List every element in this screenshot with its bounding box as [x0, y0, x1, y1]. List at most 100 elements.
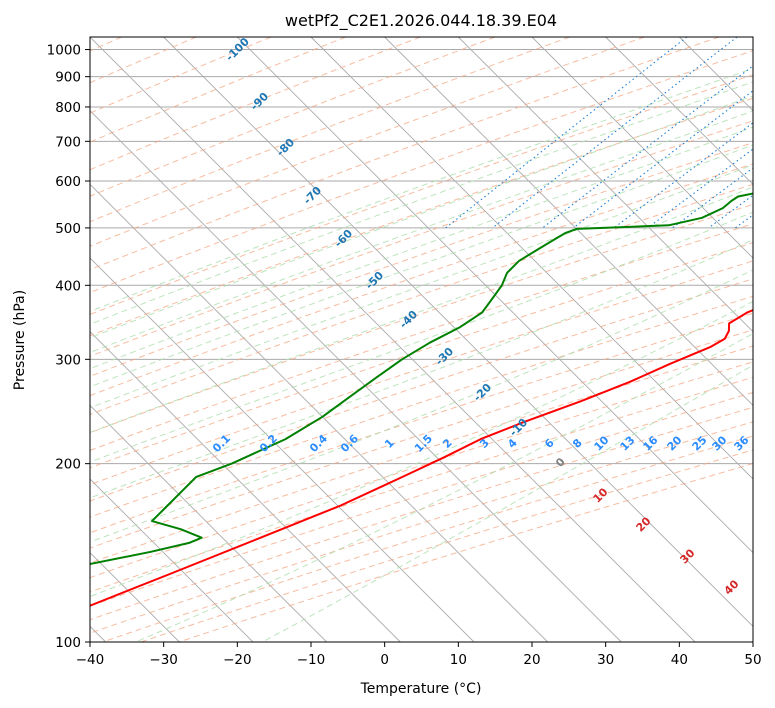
isotherm-line	[531, 37, 753, 259]
dry-adiabat-line	[90, 37, 421, 171]
isotherm-line	[605, 37, 753, 185]
x-axis: −40 −30 −20 −10 0 10 20 30 40 50	[76, 642, 762, 668]
mixing-ratio-label: 0.1	[210, 432, 233, 455]
mixing-ratio-label: 30	[710, 433, 730, 453]
moist-adiabat-line	[90, 239, 753, 499]
moist-adiabat-line	[90, 110, 753, 354]
moist-adiabat-line	[135, 333, 753, 642]
moist-adiabat-label: 10	[591, 485, 611, 505]
mixing-ratio-label: 2	[440, 436, 455, 451]
x-tick-label: −30	[149, 652, 178, 668]
y-tick-label: 500	[55, 221, 81, 237]
moist-adiabat-line	[90, 269, 753, 543]
y-tick-label: 1000	[47, 43, 81, 59]
y-tick-label: 100	[55, 635, 81, 651]
dry-adiabat-line	[90, 37, 346, 143]
y-tick-label: 200	[55, 457, 81, 473]
mixing-ratio-label: 20	[665, 433, 685, 453]
moist-adiabat-line	[262, 364, 753, 642]
mixing-ratio-line	[672, 167, 753, 229]
dry-adiabat-line	[90, 345, 753, 564]
dry-adiabat-label: -30	[433, 345, 456, 368]
dry-adiabat-line	[90, 120, 753, 357]
mixing-ratio-lines	[445, 37, 753, 229]
isotherm-line	[163, 37, 753, 627]
x-tick-label: 0	[380, 652, 389, 668]
y-tick-label: 600	[55, 174, 81, 190]
isotherm-line	[237, 37, 753, 554]
isotherm-line	[752, 37, 753, 38]
x-tick-label: −10	[297, 652, 326, 668]
x-tick-label: 10	[450, 652, 467, 668]
dry-adiabat-line	[90, 74, 753, 316]
dry-adiabat-line	[90, 50, 753, 294]
dry-adiabat-line	[140, 449, 753, 642]
mixing-ratio-line	[542, 65, 753, 229]
moist-adiabat-label: 20	[634, 514, 654, 534]
isotherm-line	[90, 331, 401, 642]
y-axis: 1000 900 800 700 600 500 400 300 200 100	[47, 43, 90, 651]
dry-adiabat-line	[90, 278, 753, 502]
moist-adiabat-line	[90, 144, 753, 388]
moist-adiabat-line	[90, 186, 753, 434]
isotherm-lines	[90, 37, 753, 642]
dry-adiabat-line	[90, 391, 753, 607]
mixing-ratio-label: 1	[382, 436, 397, 451]
dewpoint-profile-line	[90, 192, 753, 566]
isotherm-line	[90, 257, 475, 642]
mixing-ratio-line	[572, 90, 753, 229]
dry-adiabat-label: -80	[274, 136, 297, 159]
mixing-ratio-label: 8	[570, 436, 585, 451]
dry-adiabat-line	[90, 242, 753, 469]
isotherm-line	[90, 183, 548, 642]
y-tick-label: 900	[55, 70, 81, 86]
dry-adiabat-line	[90, 260, 753, 486]
dry-adiabat-line	[90, 97, 753, 337]
curve-labels: -100-90-80-70-60-50-40-30-20-100.1 0.2 0.4…	[210, 35, 752, 598]
x-tick-label: −20	[223, 652, 252, 668]
x-tick-label: 30	[597, 652, 614, 668]
mixing-ratio-label: 13	[618, 434, 638, 454]
dry-adiabat-label: -40	[397, 308, 420, 331]
isotherm-line	[90, 110, 622, 642]
plot-area	[90, 37, 753, 642]
dry-adiabat-line	[90, 37, 645, 247]
moist-adiabat-label: 40	[722, 577, 742, 597]
dry-adiabat-line	[178, 463, 753, 642]
dry-adiabat-line	[90, 361, 753, 579]
dry-adiabat-line	[90, 329, 753, 549]
mixing-ratio-line	[647, 148, 753, 229]
isotherm-line	[310, 37, 753, 480]
dry-adiabat-line	[90, 37, 570, 223]
dry-adiabat-label: -10	[507, 416, 530, 439]
y-tick-label: 300	[55, 352, 81, 368]
dry-adiabat-line	[102, 435, 753, 642]
isotherm-line	[679, 37, 753, 112]
dry-adiabat-line	[90, 37, 720, 271]
pressure-grid-lines	[90, 49, 753, 642]
dry-adiabat-label: -60	[332, 227, 355, 250]
x-tick-label: 40	[671, 652, 688, 668]
dry-adiabat-line	[90, 183, 753, 415]
mixing-ratio-line	[708, 194, 753, 229]
moist-adiabat-line	[90, 81, 753, 325]
isotherm-line	[458, 37, 753, 333]
mixing-ratio-line	[734, 214, 753, 229]
isotherm-line	[90, 478, 254, 642]
moist-adiabat-line	[90, 164, 753, 409]
moist-adiabat-line	[90, 211, 753, 463]
dry-adiabat-line	[90, 223, 753, 451]
dry-adiabat-line	[90, 142, 753, 377]
moist-adiabat-line	[90, 67, 753, 313]
mixing-ratio-label: 3	[477, 436, 492, 451]
dry-adiabat-line	[90, 37, 496, 197]
isotherm-line	[90, 37, 696, 642]
mixing-ratio-label: 36	[732, 433, 752, 453]
moist-adiabat-line	[90, 95, 753, 339]
moist-adiabat-line	[90, 300, 753, 597]
dry-adiabat-line	[90, 295, 753, 518]
isotherm-line	[90, 404, 327, 642]
y-axis-title: Pressure (hPa)	[12, 290, 28, 390]
isotherm-line	[384, 37, 753, 406]
